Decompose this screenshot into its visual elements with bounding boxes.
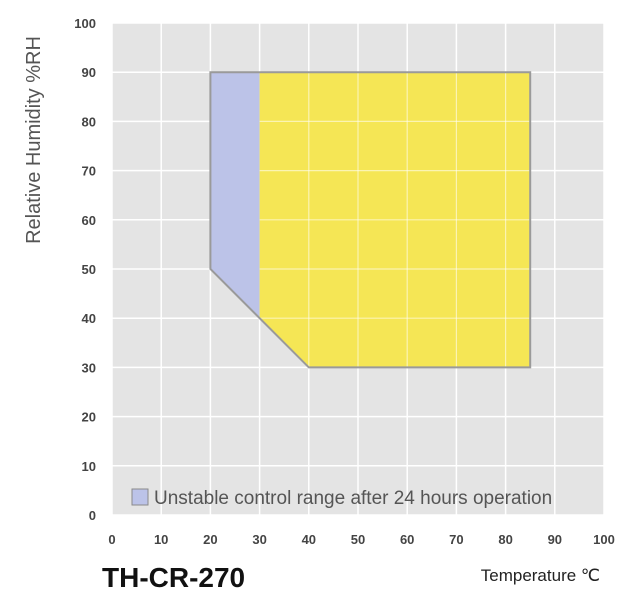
x-tick-label: 40	[302, 532, 316, 547]
x-tick-label: 20	[203, 532, 217, 547]
x-tick-label: 10	[154, 532, 168, 547]
y-tick-label: 0	[89, 508, 96, 523]
unstable-range-region	[210, 72, 260, 319]
y-tick-labels: 0 10 20 30 40 50 60 70 80 90 100	[74, 16, 96, 523]
operating-range-outline	[209, 71, 532, 369]
y-tick-label: 90	[82, 65, 96, 80]
x-tick-labels: 0 10 20 30 40 50 60 70 80 90 100	[108, 532, 614, 547]
model-title: TH-CR-270	[102, 562, 245, 593]
y-axis-label: Relative Humidity %RH	[23, 36, 45, 244]
y-tick-label: 10	[82, 459, 96, 474]
x-tick-label: 80	[498, 532, 512, 547]
x-tick-label: 70	[449, 532, 463, 547]
y-tick-label: 40	[82, 311, 96, 326]
y-tick-label: 70	[82, 164, 96, 179]
legend-label: Unstable control range after 24 hours op…	[154, 488, 552, 509]
chart-regions	[210, 72, 531, 368]
y-tick-label: 100	[74, 16, 96, 31]
y-tick-label: 50	[82, 262, 96, 277]
y-tick-label: 60	[82, 213, 96, 228]
x-tick-label: 60	[400, 532, 414, 547]
y-tick-label: 20	[82, 410, 96, 425]
x-tick-label: 30	[252, 532, 266, 547]
x-tick-label: 50	[351, 532, 365, 547]
x-tick-label: 0	[108, 532, 115, 547]
x-axis-label: Temperature ℃	[481, 566, 600, 585]
y-tick-label: 30	[82, 360, 96, 375]
legend-swatch	[131, 488, 149, 506]
y-tick-label: 80	[82, 114, 96, 129]
x-tick-label: 90	[548, 532, 562, 547]
legend: Unstable control range after 24 hours op…	[131, 488, 552, 509]
x-tick-label: 100	[593, 532, 615, 547]
